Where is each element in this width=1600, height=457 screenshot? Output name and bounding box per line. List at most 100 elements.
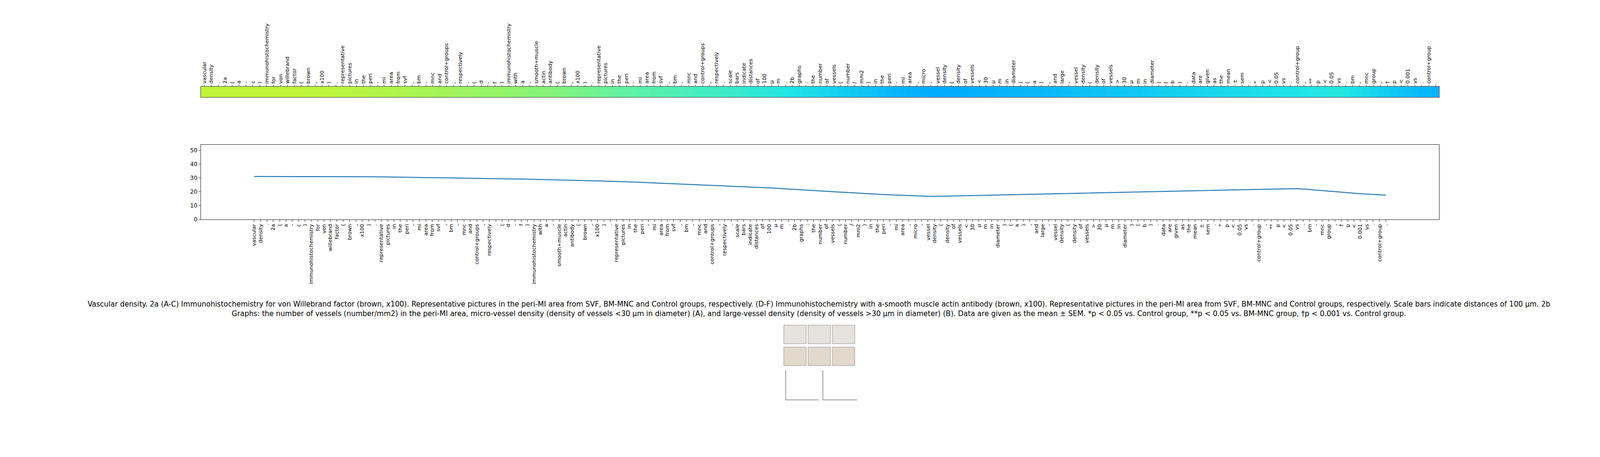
svg-text:mean: mean	[1191, 223, 1199, 239]
svg-text:-: -	[630, 81, 637, 84]
svg-text:in: in	[1141, 79, 1149, 84]
svg-text:-: -	[550, 223, 557, 226]
svg-text:diameter: diameter	[1010, 59, 1017, 84]
svg-text:diameter: diameter	[994, 223, 1001, 248]
svg-text:large: large	[1039, 223, 1046, 238]
svg-text:0: 0	[193, 216, 198, 223]
svg-text:number: number	[817, 62, 824, 84]
svg-text:,: ,	[409, 81, 416, 84]
svg-text:): )	[1001, 223, 1008, 226]
svg-text:indicate: indicate	[747, 223, 754, 245]
svg-text:antibody: antibody	[547, 60, 554, 84]
svg-text:data: data	[1190, 71, 1197, 84]
svg-text:bm: bm	[448, 223, 455, 233]
svg-text:,: ,	[1377, 81, 1384, 84]
svg-text:-: -	[289, 223, 296, 226]
svg-text:diameter: diameter	[1149, 59, 1156, 84]
svg-text:in: in	[872, 79, 879, 84]
svg-text:bm: bm	[683, 223, 690, 233]
svg-text:in: in	[988, 223, 995, 229]
svg-text:<: <	[1398, 79, 1405, 84]
svg-text:(: (	[470, 81, 478, 84]
svg-text:**: **	[1308, 78, 1315, 84]
svg-text:0.05: 0.05	[1273, 71, 1280, 84]
svg-text:m: m	[778, 223, 785, 230]
svg-text:respectively: respectively	[486, 223, 493, 256]
svg-text:.: .	[492, 223, 500, 226]
svg-text:of: of	[754, 78, 761, 84]
svg-text:the: the	[616, 75, 623, 84]
svg-text:scale: scale	[727, 70, 734, 84]
svg-text:vs: vs	[1411, 77, 1419, 84]
svg-text:(: (	[836, 223, 843, 226]
svg-text:group: group	[1370, 68, 1377, 84]
svg-text:-: -	[645, 223, 652, 226]
svg-text:brown: brown	[346, 223, 353, 240]
svg-text:smooth+muscle: smooth+muscle	[556, 223, 563, 267]
svg-text:micro: micro	[912, 223, 919, 239]
svg-text:respectively: respectively	[721, 223, 728, 256]
svg-text:mnc: mnc	[1319, 223, 1326, 236]
svg-text:area: area	[422, 223, 430, 236]
svg-text:bars: bars	[733, 72, 740, 84]
svg-text:.: .	[1342, 81, 1349, 84]
svg-text:representative: representative	[595, 45, 602, 84]
svg-text:mnc: mnc	[1363, 72, 1370, 84]
svg-text:vessel: vessel	[925, 223, 932, 241]
svg-text:): )	[600, 223, 608, 226]
svg-text:distances: distances	[753, 223, 760, 250]
svg-text:(: (	[937, 223, 944, 226]
svg-text:peri: peri	[886, 73, 893, 84]
svg-text:are: are	[1197, 75, 1204, 84]
svg-text:m: m	[775, 78, 782, 84]
svg-text:): )	[301, 223, 309, 226]
svg-text:.: .	[263, 223, 270, 226]
svg-text:μ: μ	[975, 223, 982, 228]
svg-text:of: of	[759, 223, 766, 230]
svg-text:-: -	[422, 81, 430, 84]
svg-text:30: 30	[969, 223, 976, 231]
svg-text:mnc: mnc	[685, 72, 692, 84]
svg-text:-: -	[918, 223, 925, 226]
svg-text:of: of	[950, 223, 957, 230]
svg-text:(: (	[1162, 81, 1170, 84]
svg-text:.: .	[1249, 223, 1256, 226]
svg-text:p: p	[1223, 223, 1230, 228]
svg-text:from: from	[429, 223, 436, 237]
svg-text:immunohistochemistry: immunohistochemistry	[505, 23, 512, 84]
svg-text:/: /	[851, 81, 858, 84]
svg-text:control+groups: control+groups	[699, 43, 706, 84]
svg-text:mi: mi	[380, 77, 388, 84]
svg-text:actin: actin	[540, 70, 547, 84]
svg-text:(: (	[298, 81, 305, 84]
svg-text:100: 100	[761, 73, 768, 84]
svg-text:distances: distances	[747, 58, 754, 84]
svg-text:mnc: mnc	[429, 72, 436, 84]
svg-text:p: p	[1274, 223, 1281, 228]
svg-text:μ: μ	[768, 80, 775, 84]
svg-text:/: /	[848, 223, 855, 226]
svg-text:.: .	[371, 223, 379, 226]
svg-text:.: .	[1432, 81, 1439, 84]
svg-text:.: .	[720, 81, 727, 84]
svg-text::: :	[804, 223, 811, 226]
svg-text:x100: x100	[594, 223, 601, 238]
svg-text:): )	[1038, 81, 1045, 84]
svg-text:area: area	[643, 71, 650, 84]
svg-text:mi: mi	[893, 223, 900, 231]
svg-text:(: (	[837, 81, 844, 84]
svg-text:): )	[581, 81, 589, 84]
svg-text:data: data	[1160, 223, 1167, 236]
svg-text:density: density	[257, 223, 264, 244]
svg-text:vessels: vessels	[829, 223, 836, 244]
svg-text:graphs: graphs	[796, 65, 803, 84]
svg-text:(: (	[340, 223, 347, 226]
svg-text:30: 30	[1096, 223, 1103, 231]
svg-text:<: <	[1350, 223, 1358, 229]
svg-text:in: in	[1115, 223, 1122, 229]
svg-text:*: *	[1252, 80, 1260, 84]
svg-text:Vascular density. 2a (A-C) Imm: Vascular density. 2a (A-C) Immunohistoch…	[87, 300, 1551, 319]
svg-text:control+groups: control+groups	[473, 223, 480, 265]
svg-text:<: <	[976, 79, 983, 84]
svg-text:a: a	[543, 223, 550, 228]
